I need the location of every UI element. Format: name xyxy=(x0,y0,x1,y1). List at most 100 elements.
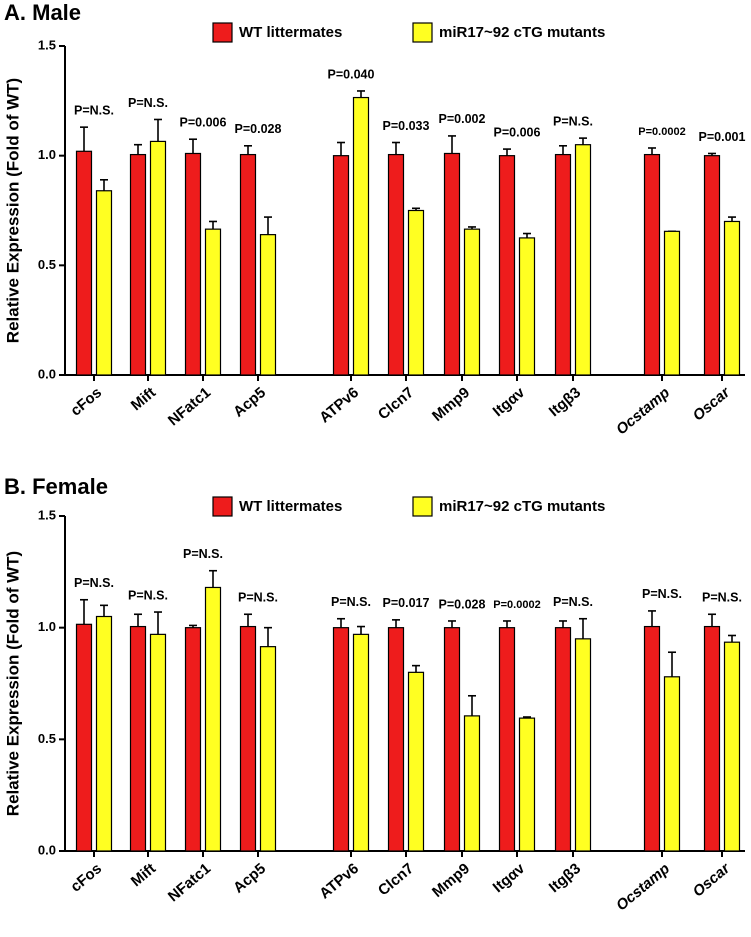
y-axis-label: Relative Expression (Fold of WT) xyxy=(3,551,22,816)
p-value-annotation: P=0.017 xyxy=(383,596,430,610)
bar xyxy=(239,153,257,376)
x-tick-label: Acp5 xyxy=(230,860,269,897)
legend-swatch xyxy=(412,496,433,517)
p-value-annotation: P=0.002 xyxy=(439,112,486,126)
y-tick-label: 0.0 xyxy=(38,842,56,857)
bar xyxy=(129,625,147,852)
bar xyxy=(723,641,741,852)
y-tick-label: 0.0 xyxy=(38,366,56,381)
panel-title: B. Female xyxy=(4,474,108,499)
x-tick-label: cFos xyxy=(67,384,105,420)
bar xyxy=(498,627,516,852)
p-value-annotation: P=0.0002 xyxy=(493,599,540,611)
x-tick-label: Oscar xyxy=(690,859,734,900)
p-value-annotation: P=N.S. xyxy=(238,591,278,605)
bar xyxy=(663,230,681,376)
bar xyxy=(554,627,572,852)
p-value-annotation: P=0.006 xyxy=(180,116,227,130)
bar xyxy=(643,153,661,376)
x-tick-label: Mift xyxy=(128,384,159,414)
y-tick-label: 1.0 xyxy=(38,147,56,162)
legend-label: WT littermates xyxy=(239,24,342,41)
p-value-annotation: P=N.S. xyxy=(74,576,114,590)
bar xyxy=(554,153,572,376)
y-tick-label: 0.5 xyxy=(38,257,56,272)
bar xyxy=(149,633,167,852)
x-tick-label: Itgβ3 xyxy=(546,860,584,896)
bar xyxy=(518,717,536,852)
y-tick-label: 1.5 xyxy=(38,37,56,52)
x-tick-label: Ocstamp xyxy=(613,384,673,438)
x-tick-label: Oscar xyxy=(690,383,734,424)
legend-swatch xyxy=(212,496,233,517)
bar xyxy=(332,627,350,852)
y-tick-label: 1.5 xyxy=(38,507,56,522)
bar xyxy=(574,638,592,852)
bar xyxy=(149,140,167,376)
bar xyxy=(129,153,147,376)
p-value-annotation: P=N.S. xyxy=(74,103,114,117)
bar xyxy=(443,627,461,852)
bar xyxy=(387,153,405,376)
bar xyxy=(723,220,741,376)
bar xyxy=(95,615,113,852)
y-axis-label: Relative Expression (Fold of WT) xyxy=(3,78,22,343)
y-tick-label: 1.0 xyxy=(38,619,56,634)
x-tick-label: Clcn7 xyxy=(375,384,417,423)
x-tick-label: Mmp9 xyxy=(429,860,473,901)
bar xyxy=(387,627,405,852)
bar xyxy=(463,228,481,376)
p-value-annotation: P=N.S. xyxy=(553,595,593,609)
p-value-annotation: P=N.S. xyxy=(642,587,682,601)
legend-label: WT littermates xyxy=(239,498,342,515)
panel-title: A. Male xyxy=(4,0,81,25)
bar xyxy=(204,586,222,852)
p-value-annotation: P=0.006 xyxy=(494,125,541,139)
x-tick-label: Itgαv xyxy=(490,384,529,421)
bar xyxy=(204,228,222,376)
p-value-annotation: P=0.028 xyxy=(235,122,282,136)
p-value-annotation: P=0.028 xyxy=(439,597,486,611)
bar xyxy=(259,646,277,852)
y-tick-label: 0.5 xyxy=(38,731,56,746)
p-value-annotation: P=0.040 xyxy=(328,67,375,81)
bar xyxy=(407,671,425,852)
x-tick-label: Itgβ3 xyxy=(546,384,584,420)
x-tick-label: Mift xyxy=(128,860,159,890)
p-value-annotation: P=N.S. xyxy=(183,547,223,561)
x-tick-label: Itgαv xyxy=(490,860,529,897)
bar xyxy=(352,96,370,376)
legend-label: miR17~92 cTG mutants xyxy=(439,24,605,41)
bar xyxy=(663,676,681,852)
bar xyxy=(703,155,721,376)
bar xyxy=(184,152,202,376)
bar xyxy=(574,144,592,376)
legend-swatch xyxy=(212,22,233,43)
p-value-annotation: P=0.0002 xyxy=(638,126,685,138)
x-tick-label: NFatc1 xyxy=(165,384,214,429)
legend-label: miR17~92 cTG mutants xyxy=(439,498,605,515)
bar xyxy=(75,623,93,852)
bar xyxy=(498,155,516,376)
x-tick-label: Clcn7 xyxy=(375,860,417,899)
p-value-annotation: P=N.S. xyxy=(702,591,742,605)
bar xyxy=(239,625,257,852)
bar xyxy=(75,150,93,376)
bar xyxy=(184,627,202,852)
bar xyxy=(332,155,350,376)
x-tick-label: ATPv6 xyxy=(316,384,362,426)
bar xyxy=(95,190,113,376)
x-tick-label: ATPv6 xyxy=(316,860,362,902)
x-tick-label: Mmp9 xyxy=(429,384,473,425)
p-value-annotation: P=N.S. xyxy=(331,595,371,609)
bar xyxy=(259,234,277,376)
x-tick-label: NFatc1 xyxy=(165,860,214,905)
bar xyxy=(407,209,425,376)
x-tick-label: Ocstamp xyxy=(613,860,673,914)
bar xyxy=(643,625,661,852)
bar xyxy=(703,625,721,852)
p-value-annotation: P=N.S. xyxy=(553,114,593,128)
p-value-annotation: P=0.001 xyxy=(699,130,746,144)
legend-swatch xyxy=(412,22,433,43)
